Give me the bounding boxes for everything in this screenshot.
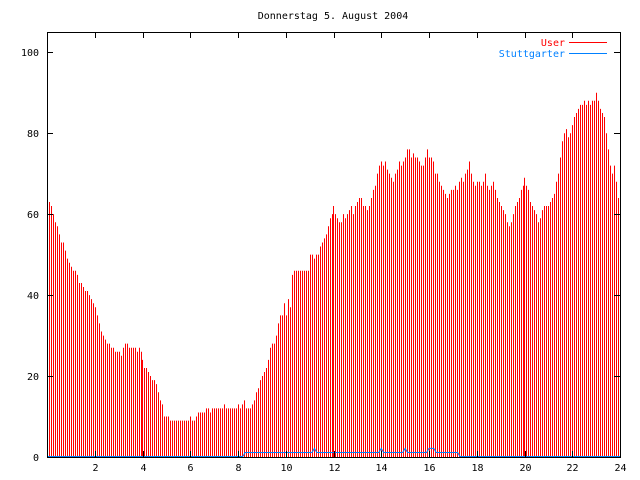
x-tick-label: 8 <box>235 463 241 474</box>
y-tick-label: 80 <box>27 129 39 140</box>
x-tick-label: 22 <box>566 463 578 474</box>
y-tick-label: 20 <box>27 372 39 383</box>
x-tick-label: 16 <box>423 463 435 474</box>
x-tick-label: 10 <box>280 463 292 474</box>
y-tick-label: 100 <box>21 48 39 59</box>
y-tick-label: 60 <box>27 210 39 221</box>
x-tick-label: 20 <box>519 463 531 474</box>
x-tick-label: 24 <box>614 463 626 474</box>
legend-label-user: User <box>541 38 565 49</box>
legend: User Stuttgarter <box>499 38 607 60</box>
x-tick-label: 2 <box>92 463 98 474</box>
x-tick-label: 12 <box>328 463 340 474</box>
x-tick-label: 4 <box>140 463 146 474</box>
stuttgarter-line <box>47 447 620 457</box>
y-tick-label: 0 <box>33 453 39 464</box>
x-tick-label: 18 <box>471 463 483 474</box>
legend-label-stuttgarter: Stuttgarter <box>499 49 565 60</box>
user-bars <box>47 92 619 457</box>
y-tick-label: 40 <box>27 291 39 302</box>
chart-title: Donnerstag 5. August 2004 <box>258 11 409 22</box>
x-tick-label: 14 <box>375 463 387 474</box>
x-tick-label: 6 <box>187 463 193 474</box>
